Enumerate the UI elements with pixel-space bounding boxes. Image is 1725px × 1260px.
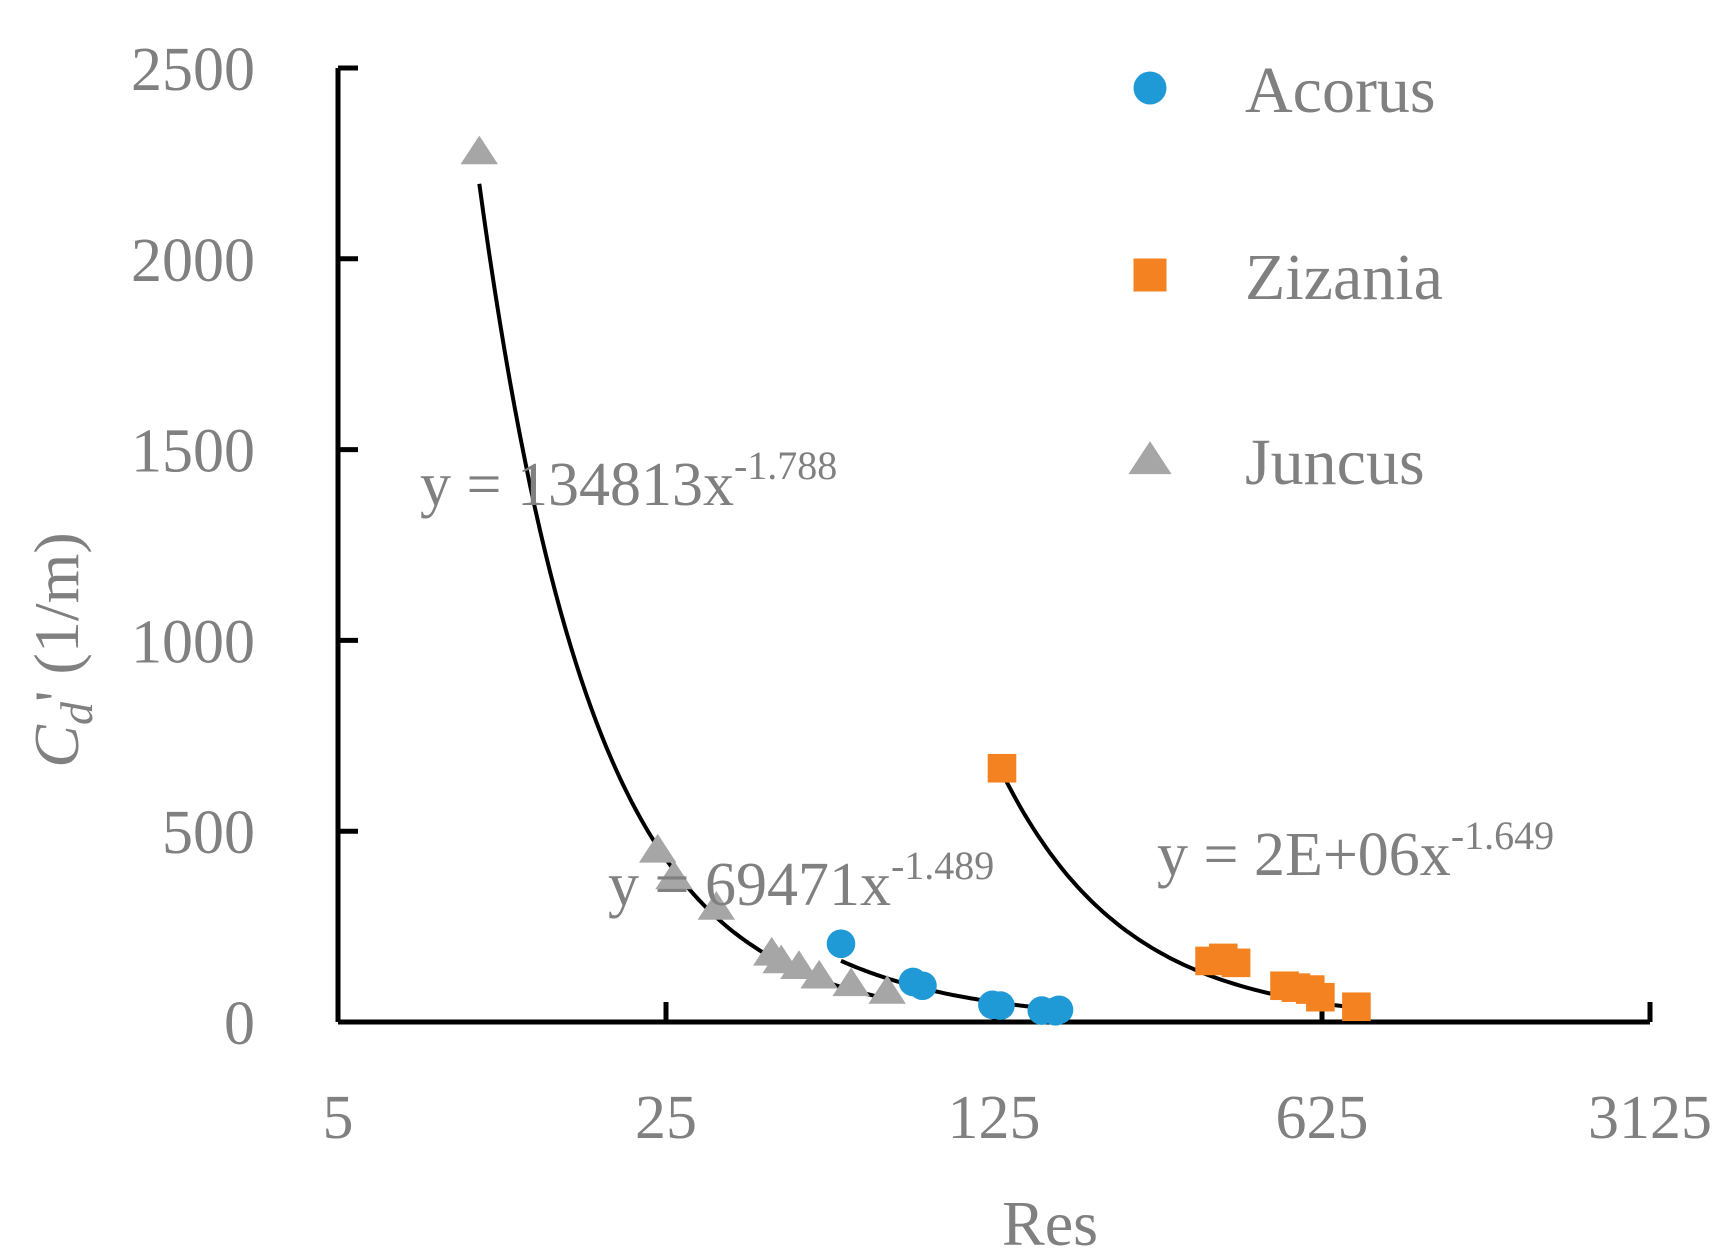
data-point-acorus — [908, 971, 937, 1001]
data-point-acorus — [1044, 995, 1074, 1025]
equation-exponent: -1.649 — [1451, 813, 1554, 858]
y-axis-title-symbol: C — [21, 724, 92, 768]
data-point-zizania — [1342, 992, 1371, 1022]
equation-juncus: y = 134813x-1.788 — [420, 443, 837, 519]
legend-marker-zizania — [1133, 258, 1167, 292]
equation-base: y = 2E+06x — [1157, 821, 1451, 889]
y-axis-title-subscript: d — [51, 701, 102, 725]
y-tick-label: 2000 — [131, 227, 255, 295]
x-tick-label: 3125 — [1588, 1084, 1712, 1152]
x-axis-title: Res — [1002, 1188, 1098, 1259]
x-tick-label: 25 — [635, 1084, 697, 1152]
data-point-juncus — [832, 967, 870, 997]
data-point-acorus — [826, 929, 856, 959]
equation-exponent: -1.489 — [891, 843, 994, 888]
data-point-juncus — [638, 833, 677, 863]
trendline-acorus — [840, 958, 1060, 1012]
equation-base: y = 69471x — [608, 851, 891, 919]
data-point-juncus — [868, 975, 906, 1004]
y-tick-label: 1000 — [131, 608, 255, 676]
data-point-zizania — [1221, 948, 1251, 978]
legend-label-acorus: Acorus — [1245, 54, 1436, 127]
data-point-juncus — [780, 950, 818, 979]
data-point-juncus — [655, 860, 693, 890]
data-point-zizania — [1306, 982, 1335, 1012]
y-tick-label: 0 — [224, 990, 255, 1058]
legend-label-zizania: Zizania — [1245, 241, 1443, 314]
y-tick-label: 500 — [162, 799, 255, 867]
data-point-juncus — [697, 891, 736, 920]
equation-zizania: y = 2E+06x-1.649 — [1157, 813, 1554, 889]
equation-exponent: -1.788 — [734, 443, 837, 488]
equation-base: y = 134813x — [420, 451, 734, 519]
y-tick-label: 2500 — [131, 36, 255, 104]
data-point-juncus — [460, 135, 498, 165]
x-tick-label: 625 — [1276, 1084, 1369, 1152]
legend-marker-acorus — [1133, 71, 1167, 105]
x-tick-label: 125 — [948, 1084, 1041, 1152]
equation-acorus: y = 69471x-1.489 — [608, 843, 994, 919]
legend-label-juncus: Juncus — [1245, 426, 1425, 499]
data-point-zizania — [987, 753, 1017, 783]
axes: 0 500 1000 1500 2000 2500 5 25 125 625 3125 — [131, 36, 1712, 1152]
y-tick-label: 1500 — [131, 418, 255, 486]
trendline-equations: y = 69471x-1.489 y = 2E+06x-1.649 y = 1348… — [420, 443, 1554, 919]
data-point-acorus — [986, 991, 1015, 1020]
x-tick-label: 5 — [323, 1084, 354, 1152]
data-points — [460, 135, 1371, 1026]
y-axis-title: Cd' (1/m) — [21, 532, 102, 767]
legend-marker-juncus — [1128, 441, 1172, 475]
y-axis-title-rest: ' (1/m) — [21, 532, 92, 702]
data-point-juncus — [800, 959, 838, 989]
legend: Acorus Zizania Juncus — [1128, 54, 1443, 499]
trendline-zizania — [1000, 771, 1357, 1010]
